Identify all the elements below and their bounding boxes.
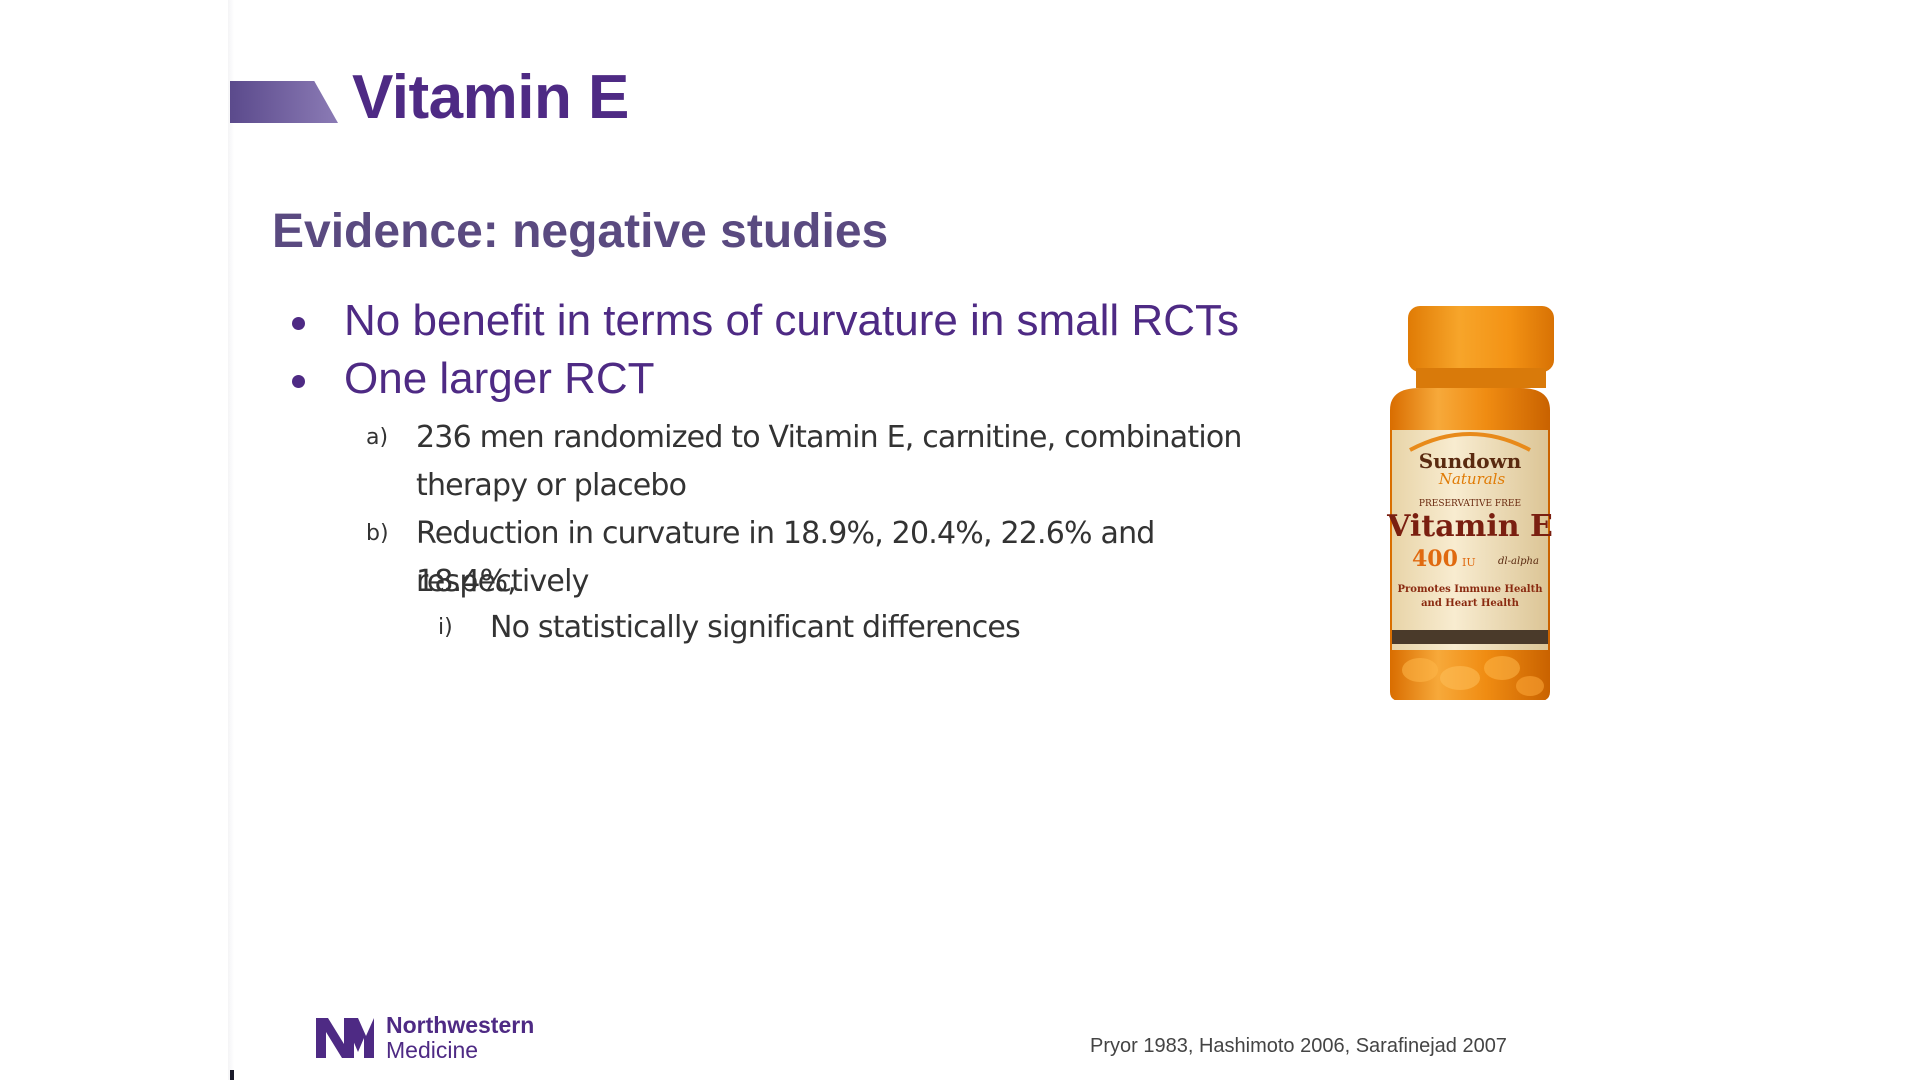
sub-item-marker: b) — [366, 521, 389, 546]
sub-item-a: a) 236 men randomized to Vitamin E, carn… — [366, 414, 1246, 510]
logo-text-northwestern: Northwestern — [386, 1012, 535, 1038]
northwestern-medicine-logo: Northwestern Medicine — [314, 1012, 554, 1063]
label-arc — [1409, 432, 1531, 452]
label-product: Vitamin E — [1386, 509, 1553, 544]
label-brand: Sundown — [1419, 449, 1522, 473]
label-form: dl-alpha — [1498, 556, 1539, 567]
slide-left-edge — [228, 0, 234, 1080]
sub-sub-item-text: No statistically significant differences — [490, 610, 1021, 645]
label-dose: 400 — [1412, 546, 1458, 572]
vitamin-e-bottle-image: Sundown Naturals PRESERVATIVE FREE Vitam… — [1386, 306, 1554, 700]
bullet-text: One larger RCT — [344, 354, 655, 403]
softgels — [1402, 656, 1544, 696]
sub-item-line: respectively — [416, 564, 589, 599]
bullet-list: No benefit in terms of curvature in smal… — [290, 292, 1239, 408]
nm-logo-icon — [316, 1018, 374, 1058]
sub-item-marker: a) — [366, 425, 389, 450]
sub-item-b: b) Reduction in curvature in 18.9%, 20.4… — [366, 510, 1246, 606]
label-preservative: PRESERVATIVE FREE — [1419, 499, 1521, 509]
label-band — [1392, 630, 1548, 644]
label-claim-2: and Heart Health — [1421, 598, 1520, 609]
bullet-item: One larger RCT — [290, 350, 1239, 408]
logo-text-medicine: Medicine — [386, 1037, 479, 1063]
slide-subtitle: Evidence: negative studies — [272, 205, 889, 258]
bullet-dot — [292, 317, 305, 330]
citation-text: Pryor 1983, Hashimoto 2006, Sarafinejad … — [1090, 1035, 1507, 1057]
bottle-label — [1392, 430, 1548, 650]
sub-sub-item-marker: i) — [438, 615, 453, 640]
title-accent-bar — [230, 81, 338, 123]
label-dose-unit: IU — [1462, 556, 1476, 569]
label-brand-sub: Naturals — [1438, 470, 1506, 488]
bullet-dot — [292, 375, 305, 388]
bullet-item: No benefit in terms of curvature in smal… — [290, 292, 1239, 350]
bullet-text: No benefit in terms of curvature in smal… — [344, 296, 1239, 345]
sub-item-line: 236 men randomized to Vitamin E, carniti… — [416, 420, 1242, 455]
sub-item-line: therapy or placebo — [416, 468, 687, 503]
bottle-neck — [1416, 368, 1546, 388]
bottle-cap — [1408, 306, 1554, 372]
sub-item-line: Reduction in curvature in 18.9%, 20.4%, … — [416, 516, 1155, 599]
slide-title: Vitamin E — [352, 63, 629, 132]
bottom-edge-mark — [230, 1070, 234, 1080]
label-claim-1: Promotes Immune Health — [1397, 584, 1543, 595]
sub-sub-item-i: i) No statistically significant differen… — [438, 604, 1238, 652]
